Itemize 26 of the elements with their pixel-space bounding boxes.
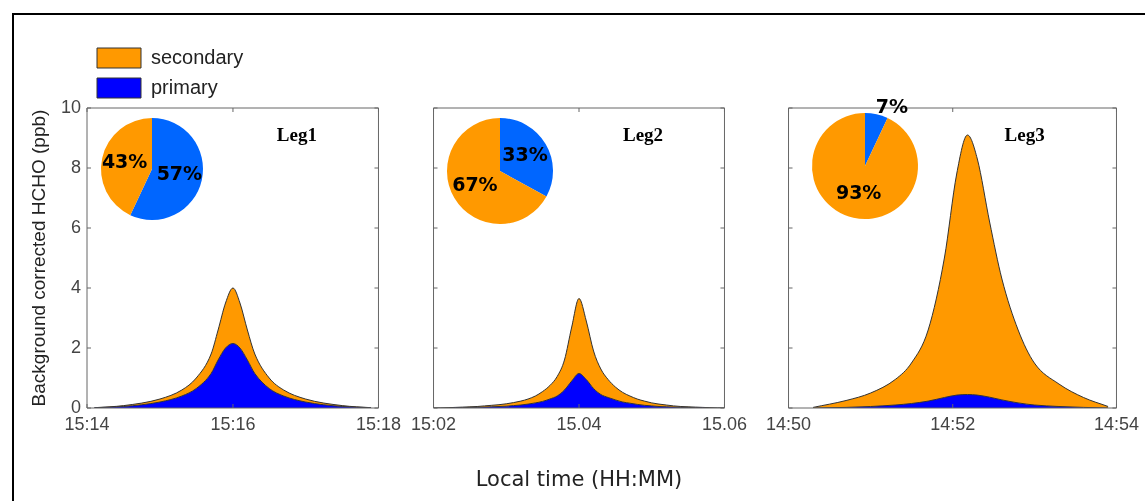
data-label: 67%: [452, 172, 498, 195]
legend-label: secondary: [151, 45, 244, 68]
y-axis-title: Background corrected HCHO (ppb): [27, 109, 49, 407]
annotation: Leg1: [276, 123, 317, 145]
x-tick-label: 15:16: [210, 413, 256, 434]
x-axis-title: Local time (HH:MM): [475, 466, 683, 491]
x-tick-label: 15.06: [701, 413, 747, 434]
data-label: 43%: [101, 149, 148, 172]
legend-label: primary: [151, 75, 218, 98]
data-label: 93%: [835, 181, 882, 204]
x-tick-label: 14:50: [766, 413, 812, 434]
data-label: 7%: [875, 95, 908, 118]
y-tick-label: 6: [70, 216, 81, 237]
y-tick-label: 2: [70, 336, 81, 357]
data-label: 57%: [156, 162, 203, 185]
x-tick-label: 15.04: [556, 413, 602, 434]
x-tick-label: 15:18: [355, 413, 401, 434]
x-tick-label: 14:54: [1093, 413, 1139, 434]
annotation: Leg3: [1004, 123, 1045, 145]
annotation: Leg2: [622, 123, 664, 145]
x-tick-label: 15:02: [411, 413, 457, 434]
y-tick-label: 8: [70, 156, 81, 177]
x-tick-label: 14:52: [930, 413, 976, 434]
data-label: 33%: [502, 143, 548, 166]
y-tick-label: 4: [70, 276, 81, 297]
y-tick-label: 10: [60, 96, 81, 117]
